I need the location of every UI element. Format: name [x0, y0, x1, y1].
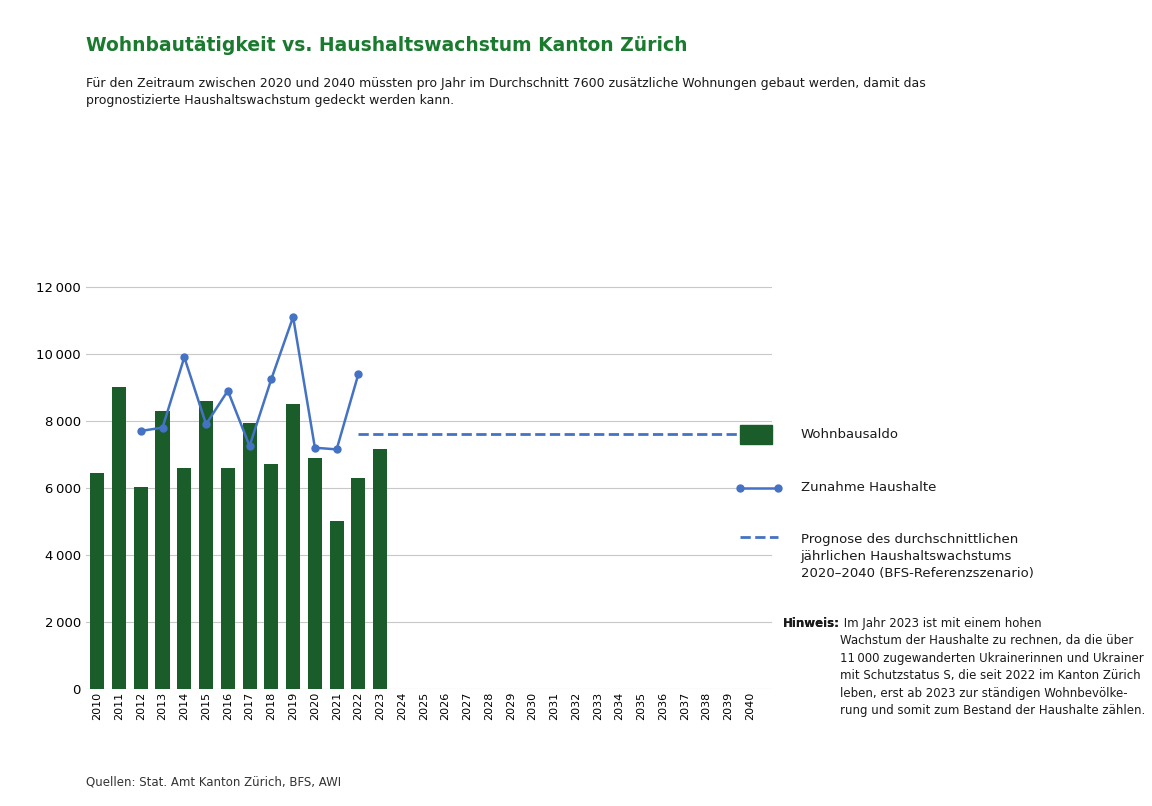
Bar: [329, 521, 343, 689]
Text: Prognose des durchschnittlichen
jährlichen Haushaltswachstums
2020–2040 (BFS-Ref: Prognose des durchschnittlichen jährlich…: [801, 533, 1033, 580]
Text: Quellen: Stat. Amt Kanton Zürich, BFS, AWI: Quellen: Stat. Amt Kanton Zürich, BFS, A…: [86, 775, 341, 788]
Bar: [373, 450, 387, 689]
Text: Für den Zeitraum zwischen 2020 und 2040 müssten pro Jahr im Durchschnitt 7600 zu: Für den Zeitraum zwischen 2020 und 2040 …: [86, 77, 926, 107]
Text: Wohnbautätigkeit vs. Haushaltswachstum Kanton Zürich: Wohnbautätigkeit vs. Haushaltswachstum K…: [86, 36, 688, 56]
Bar: [286, 404, 301, 689]
Bar: [177, 467, 191, 689]
Bar: [308, 458, 321, 689]
Bar: [112, 388, 126, 689]
Text: Im Jahr 2023 ist mit einem hohen
Wachstum der Haushalte zu rechnen, da die über
: Im Jahr 2023 ist mit einem hohen Wachstu…: [840, 617, 1145, 717]
Bar: [90, 473, 105, 689]
Text: Zunahme Haushalte: Zunahme Haushalte: [801, 481, 937, 494]
Bar: [221, 467, 235, 689]
Bar: [156, 411, 169, 689]
Text: Hinweis:: Hinweis:: [783, 617, 840, 629]
Bar: [351, 478, 365, 689]
Text: Hinweis:: Hinweis:: [783, 617, 840, 629]
Bar: [264, 464, 279, 689]
Bar: [199, 401, 213, 689]
Bar: [134, 488, 147, 689]
Text: Wohnbausaldo: Wohnbausaldo: [801, 428, 899, 441]
Bar: [243, 422, 257, 689]
